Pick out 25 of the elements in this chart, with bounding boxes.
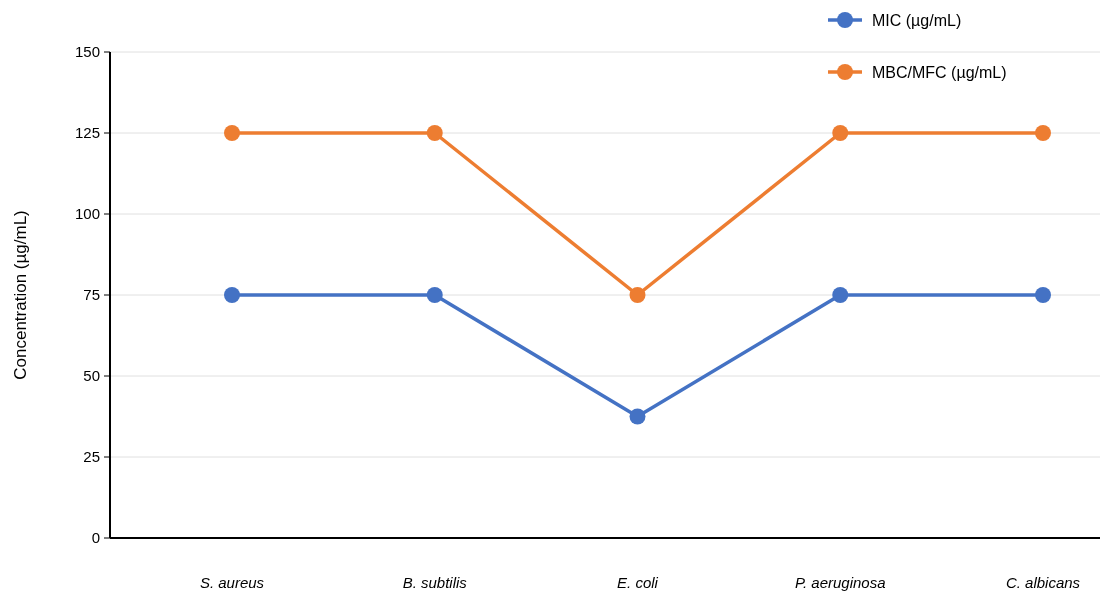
x-tick-label: C. albicans xyxy=(1005,574,1081,591)
point xyxy=(629,408,646,425)
point xyxy=(224,125,240,141)
y-tick-label: 150 xyxy=(74,43,100,61)
x-tick-label: E. coli xyxy=(617,574,659,591)
point xyxy=(629,287,646,303)
y-tick-label: 125 xyxy=(74,124,100,142)
point xyxy=(832,125,849,141)
point xyxy=(832,287,849,303)
y-tick-label: 75 xyxy=(83,286,100,304)
point xyxy=(426,287,443,303)
legend-label: MIC (µg/mL) xyxy=(872,11,962,29)
legend-label: MBC/MFC (µg/mL) xyxy=(872,63,1007,81)
x-tick-label: S. aureus xyxy=(199,574,265,591)
y-tick-label: 50 xyxy=(83,367,100,385)
point xyxy=(426,125,443,141)
y-tick-label: 100 xyxy=(74,205,100,223)
y-tick-label: 0 xyxy=(91,529,100,547)
point xyxy=(224,287,240,303)
point xyxy=(1035,125,1051,141)
x-tick-label: P. aeruginosa xyxy=(794,574,886,591)
y-tick-label: 25 xyxy=(83,448,100,466)
point xyxy=(1035,287,1051,303)
y-axis-title: Concentration (µg/mL) xyxy=(11,210,30,380)
x-tick-label: B. subtilis xyxy=(402,574,468,591)
